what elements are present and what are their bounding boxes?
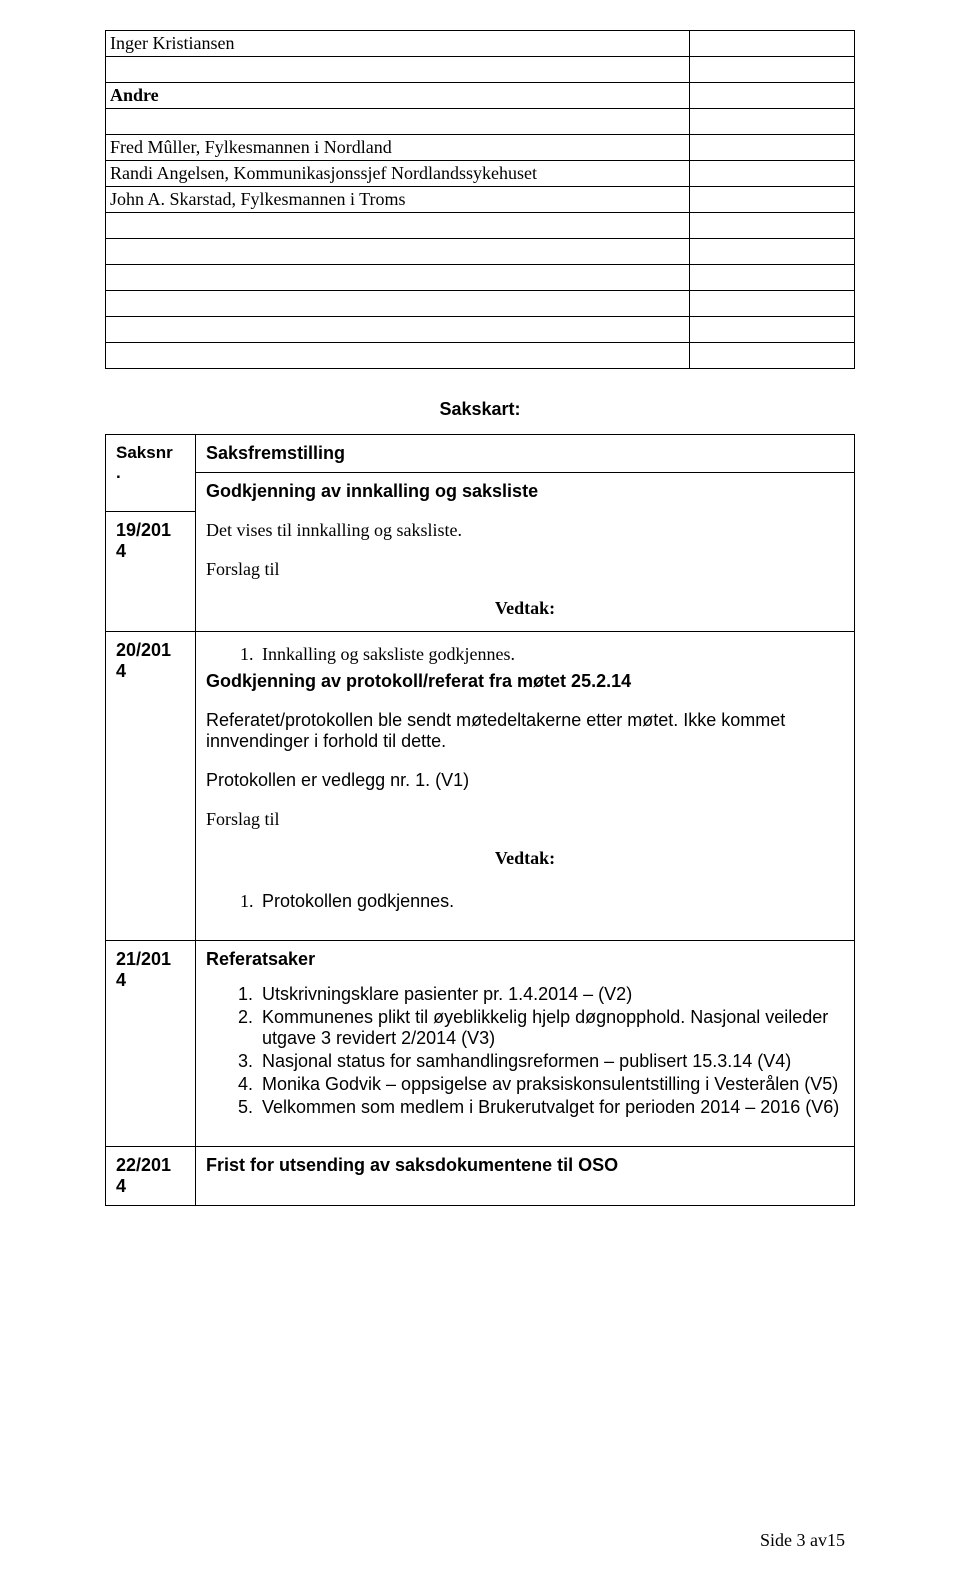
row-22-content-cell: Frist for utsending av saksdokumentene t… [196, 1147, 855, 1206]
attendance-name-cell: Fred Mûller, Fylkesmannen i Nordland [106, 135, 690, 161]
row-21-list-item: Utskrivningsklare pasienter pr. 1.4.2014… [258, 984, 844, 1005]
row-20-num: 20/201 4 [106, 632, 196, 941]
row-21-list: Utskrivningsklare pasienter pr. 1.4.2014… [206, 984, 844, 1118]
attendance-blank-cell [690, 317, 855, 343]
row-19-line2: Forslag til [206, 559, 844, 580]
row-20-line3: Forslag til [206, 809, 844, 830]
row-20-bottom-list: Protokollen godkjennes. [206, 891, 844, 912]
sakskart-heading: Sakskart: [105, 399, 855, 420]
saks-header-col2: Saksfremstilling [196, 435, 855, 473]
saks-table: Saksnr. Saksfremstilling Godkjenning av … [105, 434, 855, 1206]
page-footer: Side 3 av15 [760, 1530, 845, 1551]
row-20-bottom-item-text: Protokollen godkjennes. [262, 891, 454, 911]
attendance-name-cell: Randi Angelsen, Kommunikasjonssjef Nordl… [106, 161, 690, 187]
row-21-list-item: Kommunenes plikt til øyeblikkelig hjelp … [258, 1007, 844, 1049]
attendance-name-cell [106, 239, 690, 265]
attendance-blank-cell [690, 291, 855, 317]
row-21-list-item: Velkommen som medlem i Brukerutvalget fo… [258, 1097, 844, 1118]
row-19-num: 19/201 4 [106, 511, 196, 631]
attendance-blank-cell [690, 109, 855, 135]
row-22-num1: 22/201 [116, 1155, 171, 1175]
row-21-title: Referatsaker [206, 949, 844, 970]
row-20-content-cell: Innkalling og saksliste godkjennes. Godk… [196, 632, 855, 941]
attendance-blank-cell [690, 57, 855, 83]
row-20-title: Godkjenning av protokoll/referat fra møt… [206, 671, 844, 692]
row-21-num1: 21/201 [116, 949, 171, 969]
row-20-num1: 20/201 [116, 640, 171, 660]
attendance-name-cell: John A. Skarstad, Fylkesmannen i Troms [106, 187, 690, 213]
row-21-list-item: Monika Godvik – oppsigelse av praksiskon… [258, 1074, 844, 1095]
row-20-top-item: Innkalling og saksliste godkjennes. [258, 644, 844, 665]
attendance-blank-cell [690, 161, 855, 187]
row-20-line2: Protokollen er vedlegg nr. 1. (V1) [206, 770, 844, 791]
row-21-num2: 4 [116, 970, 126, 990]
saks-header-col1: Saksnr. [106, 435, 196, 512]
attendance-name-cell: Andre [106, 83, 690, 109]
attendance-name-cell: Inger Kristiansen [106, 31, 690, 57]
attendance-blank-cell [690, 265, 855, 291]
row-20-vedtak: Vedtak: [206, 848, 844, 869]
attendance-blank-cell [690, 213, 855, 239]
row-22-title: Frist for utsending av saksdokumentene t… [206, 1155, 844, 1176]
attendance-name-cell [106, 57, 690, 83]
attendance-blank-cell [690, 83, 855, 109]
attendance-blank-cell [690, 239, 855, 265]
saksnr-label-dot: . [116, 463, 121, 482]
row-21-num: 21/201 4 [106, 941, 196, 1147]
attendance-blank-cell [690, 187, 855, 213]
attendance-blank-cell [690, 135, 855, 161]
row-21-content-cell: Referatsaker Utskrivningsklare pasienter… [196, 941, 855, 1147]
row-20-bottom-item: Protokollen godkjennes. [258, 891, 844, 912]
row-19-content-cell: Godkjenning av innkalling og saksliste D… [196, 473, 855, 632]
attendance-blank-cell [690, 31, 855, 57]
row-22-num2: 4 [116, 1176, 126, 1196]
row-19-title: Godkjenning av innkalling og saksliste [206, 481, 844, 502]
attendance-name-cell [106, 317, 690, 343]
attendance-name-cell [106, 265, 690, 291]
attendance-blank-cell [690, 343, 855, 369]
attendance-name-cell [106, 109, 690, 135]
row-22-num: 22/201 4 [106, 1147, 196, 1206]
row-19-vedtak: Vedtak: [206, 598, 844, 619]
attendance-table: Inger Kristiansen Andre Fred Mûller, Fylke… [105, 30, 855, 369]
attendance-name-cell [106, 213, 690, 239]
row-19-num2: 4 [116, 541, 126, 561]
row-20-top-list: Innkalling og saksliste godkjennes. [206, 644, 844, 665]
row-21-list-item: Nasjonal status for samhandlingsreformen… [258, 1051, 844, 1072]
attendance-name-cell [106, 291, 690, 317]
row-19-num1: 19/201 [116, 520, 171, 540]
row-19-line1: Det vises til innkalling og saksliste. [206, 520, 844, 541]
saksnr-label-line1: Saksnr [116, 443, 173, 462]
row-20-line1: Referatet/protokollen ble sendt møtedelt… [206, 710, 844, 752]
row-20-num2: 4 [116, 661, 126, 681]
attendance-name-cell [106, 343, 690, 369]
